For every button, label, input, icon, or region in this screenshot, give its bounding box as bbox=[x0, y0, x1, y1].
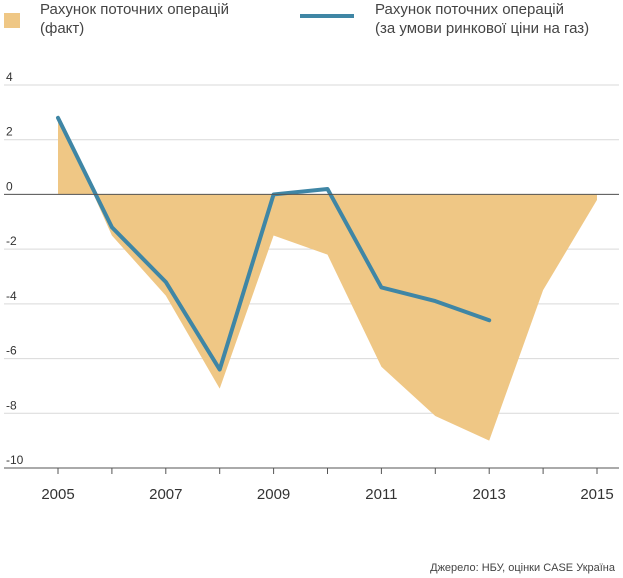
y-tick-label: 0 bbox=[6, 179, 13, 193]
x-tick-label: 2007 bbox=[149, 486, 182, 503]
legend-label-area-line2: (факт) bbox=[40, 20, 85, 37]
y-tick-label: 2 bbox=[6, 125, 13, 139]
y-tick-label: -2 bbox=[6, 234, 17, 248]
legend-label-area-line1: Рахунок поточних операцій bbox=[40, 1, 229, 18]
source-note: Джерело: НБУ, оцінки CASE Україна bbox=[430, 562, 615, 574]
x-tick-label: 2009 bbox=[257, 486, 290, 503]
legend-label-line-line1: Рахунок поточних операцій bbox=[375, 1, 564, 18]
legend: Рахунок поточних операцій (факт) Рахунок… bbox=[0, 0, 623, 50]
x-tick-label: 2013 bbox=[473, 486, 506, 503]
y-tick-label: -8 bbox=[6, 398, 17, 412]
x-tick-label: 2015 bbox=[580, 486, 613, 503]
legend-swatch-line bbox=[300, 14, 354, 18]
y-tick-label: -4 bbox=[6, 289, 17, 303]
legend-label-area: Рахунок поточних операцій (факт) bbox=[40, 0, 229, 38]
x-tick-label: 2005 bbox=[41, 486, 74, 503]
x-tick-label: 2011 bbox=[365, 486, 397, 503]
y-tick-label: -6 bbox=[6, 344, 17, 358]
y-tick-label: -10 bbox=[6, 453, 24, 467]
legend-label-line-line2: (за умови ринкової ціни на газ) bbox=[375, 20, 590, 37]
area-series-fact bbox=[58, 115, 597, 441]
axis-layer: 4 2 0 -2 -4 -6 -8 -10 2005 2007 2009 2011 2013 2015 bbox=[4, 70, 619, 503]
legend-swatch-area bbox=[4, 13, 20, 28]
y-tick-label: 4 bbox=[6, 70, 13, 84]
legend-label-line: Рахунок поточних операцій (за умови ринк… bbox=[375, 0, 589, 38]
area-layer bbox=[57, 115, 598, 441]
